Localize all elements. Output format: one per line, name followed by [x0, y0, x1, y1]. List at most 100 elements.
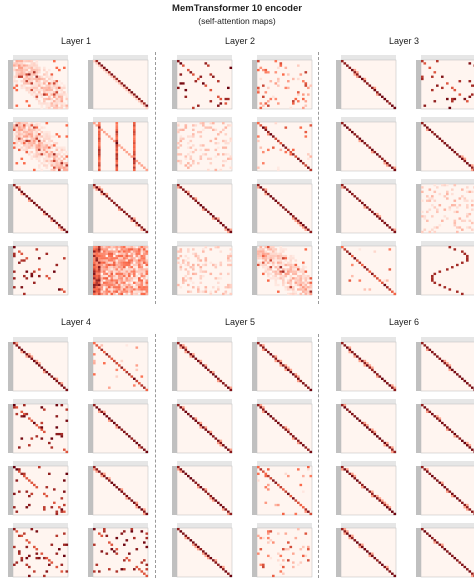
heatmap-cell	[128, 286, 131, 289]
heatmap-cell	[28, 503, 31, 507]
heatmap-cell	[199, 281, 203, 284]
heatmap-cell	[438, 224, 442, 227]
heatmap-cell	[297, 528, 300, 531]
heatmap-cell	[267, 474, 270, 478]
heatmap-cell	[441, 545, 444, 549]
token-bar-top	[177, 523, 232, 528]
heatmap-cell	[120, 270, 124, 273]
heatmap-cell	[58, 68, 61, 72]
heatmap-cell	[65, 93, 69, 96]
heatmap-cell	[292, 102, 295, 105]
heatmap-cell	[302, 261, 305, 264]
heatmap-cell	[431, 274, 434, 278]
heatmap-cell	[20, 286, 24, 289]
heatmap-cell	[272, 252, 275, 256]
heatmap-cell	[125, 292, 129, 296]
token-bar-left	[336, 60, 341, 109]
heatmap-cell	[23, 62, 26, 65]
heatmap-cell	[115, 257, 119, 260]
heatmap-cell	[20, 126, 24, 129]
heatmap-cell	[448, 288, 452, 291]
heatmap-cell	[123, 259, 126, 262]
heatmap-cell	[118, 80, 121, 83]
heatmap-cell	[284, 150, 288, 154]
heatmap-cell	[304, 384, 308, 387]
heatmap-cell	[294, 283, 298, 287]
heatmap-cell	[259, 252, 263, 256]
heatmap-cell	[294, 219, 298, 222]
heatmap-cell	[130, 246, 134, 249]
heatmap-cell	[187, 250, 190, 253]
heatmap-cell	[23, 80, 26, 83]
heatmap-cell	[118, 268, 121, 271]
heatmap-cell	[103, 266, 106, 269]
heatmap-cell	[13, 506, 16, 509]
heatmap-cell	[282, 206, 285, 209]
heatmap-cell	[448, 246, 452, 249]
heatmap-cell	[118, 259, 121, 262]
heatmap-cell	[468, 190, 472, 194]
heatmap-cell	[48, 563, 51, 566]
heatmap-cell	[30, 73, 34, 76]
heatmap-cell	[184, 346, 188, 349]
heatmap-cell	[55, 263, 59, 267]
heatmap-cell	[209, 497, 213, 500]
heatmap-cell	[264, 263, 268, 267]
heatmap-cell	[20, 437, 24, 440]
heatmap-cell	[58, 168, 61, 172]
heatmap-cell	[35, 148, 39, 152]
heatmap-cell	[179, 346, 183, 349]
heatmap-cell	[373, 432, 377, 436]
heatmap-cell	[194, 417, 198, 420]
heatmap-cell	[63, 554, 66, 558]
heatmap-cell	[135, 274, 139, 278]
heatmap-cell	[118, 144, 121, 147]
heatmap-cell	[128, 272, 131, 276]
heatmap-cell	[43, 102, 46, 105]
heatmap-cell	[274, 355, 278, 358]
token-bar-top	[257, 117, 312, 122]
heatmap-cell	[105, 277, 109, 280]
heatmap-cell	[304, 283, 308, 287]
heatmap-cell	[471, 574, 474, 578]
heatmap-cell	[135, 159, 139, 163]
heatmap-cell	[110, 286, 114, 289]
heatmap-cell	[177, 153, 180, 156]
heatmap-cell	[93, 250, 96, 253]
heatmap-cell	[40, 102, 44, 105]
heatmap-cell	[184, 164, 188, 167]
heatmap-cell	[110, 73, 114, 76]
heatmap-cell	[125, 86, 129, 90]
heatmap-cell	[28, 479, 31, 482]
heatmap-cell	[227, 272, 230, 276]
heatmap-cell	[120, 246, 124, 249]
heatmap-cell	[453, 494, 457, 498]
token-bar-left	[172, 528, 177, 577]
heatmap-cell	[140, 446, 144, 449]
heatmap-cell	[93, 359, 96, 363]
heatmap-cell	[307, 290, 310, 293]
heatmap-cell	[103, 66, 106, 70]
heatmap-cell	[386, 444, 389, 447]
token-bar-top	[13, 399, 68, 404]
heatmap-cell	[135, 281, 139, 284]
heatmap-cell	[224, 133, 228, 136]
heatmap-cell	[302, 270, 305, 273]
heatmap-cell	[105, 286, 109, 289]
heatmap-cell	[135, 250, 139, 253]
heatmap-cell	[341, 184, 344, 187]
heatmap-cell	[108, 386, 111, 389]
heatmap-cell	[20, 128, 24, 132]
heatmap-cell	[108, 541, 111, 544]
heatmap-cell	[282, 270, 285, 273]
heatmap-cell	[143, 281, 146, 284]
heatmap-cell	[433, 477, 437, 480]
heatmap-cell	[356, 479, 359, 482]
heatmap-cell	[219, 263, 223, 267]
heatmap-cell	[30, 62, 34, 65]
token-bar-top	[257, 55, 312, 60]
heatmap-cell	[28, 574, 31, 578]
heatmap-cell	[368, 288, 372, 291]
heatmap-cell	[353, 133, 357, 136]
heatmap-cell	[423, 104, 427, 107]
